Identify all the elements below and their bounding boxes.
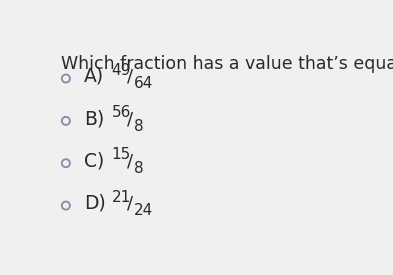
Text: /: / bbox=[127, 153, 134, 171]
Text: 21: 21 bbox=[112, 190, 131, 205]
Text: 49: 49 bbox=[112, 63, 131, 78]
Text: 56: 56 bbox=[112, 105, 131, 120]
Text: /: / bbox=[127, 68, 134, 86]
Text: A): A) bbox=[84, 67, 104, 86]
Text: D): D) bbox=[84, 194, 106, 213]
Text: 64: 64 bbox=[134, 76, 154, 91]
Text: C): C) bbox=[84, 152, 105, 170]
Text: 8: 8 bbox=[134, 161, 144, 176]
Text: /: / bbox=[127, 195, 134, 213]
Text: 8: 8 bbox=[134, 119, 144, 134]
Text: /: / bbox=[127, 110, 134, 128]
Text: Which fraction has a value that’s equal to: Which fraction has a value that’s equal … bbox=[61, 55, 393, 73]
Text: B): B) bbox=[84, 109, 105, 128]
Text: 15: 15 bbox=[112, 147, 131, 162]
Text: 24: 24 bbox=[134, 204, 153, 218]
